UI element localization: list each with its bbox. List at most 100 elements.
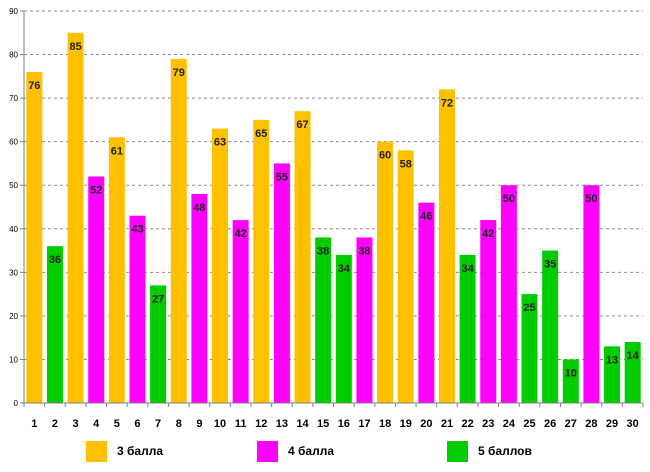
x-tick-label-24: 24 (503, 418, 516, 430)
gridlines (24, 10, 643, 360)
legend-swatch-5-ballov (447, 440, 468, 462)
data-label-4: 52 (90, 185, 102, 197)
data-label-30: 14 (627, 350, 640, 362)
y-tick-label-10: 10 (9, 355, 18, 364)
x-tick-label-9: 9 (196, 418, 202, 430)
x-tick-label-12: 12 (255, 418, 267, 430)
bars (26, 32, 641, 404)
bar-26 (542, 250, 559, 403)
data-label-12: 65 (255, 128, 267, 140)
x-tick-label-28: 28 (585, 418, 597, 430)
legend-label-3-balla: 3 балла (117, 444, 164, 458)
x-tick-label-26: 26 (544, 418, 556, 430)
data-label-26: 35 (544, 259, 556, 271)
bar-9 (191, 193, 208, 403)
x-tick-label-16: 16 (338, 418, 350, 430)
bar-13 (273, 163, 290, 403)
bar-25 (521, 294, 538, 403)
data-label-8: 79 (173, 67, 185, 79)
y-axis: 0 10 20 30 40 50 60 70 80 90 (9, 7, 25, 408)
data-label-5: 61 (111, 145, 123, 157)
x-tick-label-19: 19 (400, 418, 412, 430)
bar-11 (232, 220, 249, 403)
y-tick-label-60: 60 (9, 138, 18, 147)
legend-item-4-balla: 4 балла (257, 440, 334, 462)
y-tick-label-50: 50 (9, 181, 18, 190)
legend: 3 балла 4 балла 5 баллов (0, 436, 650, 466)
x-tick-label-29: 29 (606, 418, 618, 430)
bar-2 (46, 246, 63, 403)
legend-label-5-ballov: 5 баллов (478, 444, 532, 458)
bar-19 (397, 150, 414, 403)
x-tick-label-15: 15 (317, 418, 329, 430)
x-tick-label-3: 3 (73, 418, 79, 430)
bar-30 (624, 342, 641, 403)
legend-label-4-balla: 4 балла (288, 444, 335, 458)
bar-1 (26, 71, 43, 403)
bar-18 (377, 141, 394, 403)
legend-swatch-3-balla (86, 440, 107, 462)
x-tick-label-2: 2 (52, 418, 58, 430)
data-label-14: 67 (296, 119, 308, 131)
x-axis: 1 2 3 4 5 6 7 8 9 10 11 12 13 14 15 16 17 18 19 20 21 22 23 24 2… (23, 402, 644, 430)
bar-5 (108, 137, 125, 404)
y-tick-label-70: 70 (9, 94, 18, 103)
data-labels: 76 36 85 52 61 43 27 79 48 63 42 65 55 67 38 34 38 60 58 46… (28, 41, 639, 380)
bar-6 (129, 215, 146, 403)
x-tick-label-4: 4 (93, 418, 100, 430)
data-label-22: 34 (461, 263, 474, 275)
legend-item-5-ballov: 5 баллов (447, 440, 532, 462)
y-tick-label-80: 80 (9, 51, 18, 60)
data-label-29: 13 (606, 354, 618, 366)
x-tick-label-5: 5 (114, 418, 120, 430)
data-label-3: 85 (69, 41, 81, 53)
x-tick-label-25: 25 (523, 418, 535, 430)
legend-swatch-4-balla (257, 440, 278, 462)
bar-24 (500, 185, 517, 403)
x-tick-label-1: 1 (31, 418, 37, 430)
bar-3 (67, 32, 84, 404)
data-label-10: 63 (214, 137, 226, 149)
y-tick-label-20: 20 (9, 312, 18, 321)
data-label-13: 55 (276, 171, 288, 183)
data-label-9: 48 (193, 202, 205, 214)
data-label-28: 50 (585, 193, 597, 205)
bar-23 (480, 220, 497, 403)
legend-item-3-balla: 3 балла (86, 440, 163, 462)
y-tick-label-90: 90 (9, 7, 18, 16)
data-label-19: 58 (400, 158, 412, 170)
x-tick-label-14: 14 (296, 418, 309, 430)
data-label-15: 38 (317, 245, 329, 257)
y-tick-label-30: 30 (9, 268, 18, 277)
data-label-11: 42 (235, 228, 247, 240)
bar-16 (335, 254, 352, 403)
data-label-20: 46 (420, 211, 432, 223)
bar-21 (438, 89, 455, 404)
x-tick-label-30: 30 (627, 418, 639, 430)
bar-29 (604, 346, 621, 403)
data-label-24: 50 (503, 193, 515, 205)
bar-10 (212, 128, 229, 403)
x-tick-label-13: 13 (276, 418, 288, 430)
bar-28 (583, 185, 600, 403)
bar-27 (562, 359, 579, 403)
x-tick-label-20: 20 (420, 418, 432, 430)
bar-20 (418, 202, 435, 403)
bar-7 (150, 285, 167, 403)
x-tick-label-10: 10 (214, 418, 226, 430)
bar-14 (294, 111, 311, 403)
bar-12 (253, 119, 270, 403)
data-label-18: 60 (379, 150, 391, 162)
data-label-23: 42 (482, 228, 494, 240)
data-label-2: 36 (49, 254, 61, 266)
x-tick-label-22: 22 (461, 418, 473, 430)
data-label-17: 38 (358, 245, 370, 257)
bar-17 (356, 237, 373, 403)
data-label-7: 27 (152, 293, 164, 305)
y-tick-label-40: 40 (9, 225, 18, 234)
y-tick-label-0: 0 (14, 399, 19, 408)
x-tick-label-27: 27 (565, 418, 577, 430)
bar-22 (459, 254, 476, 403)
data-label-25: 25 (523, 302, 535, 314)
